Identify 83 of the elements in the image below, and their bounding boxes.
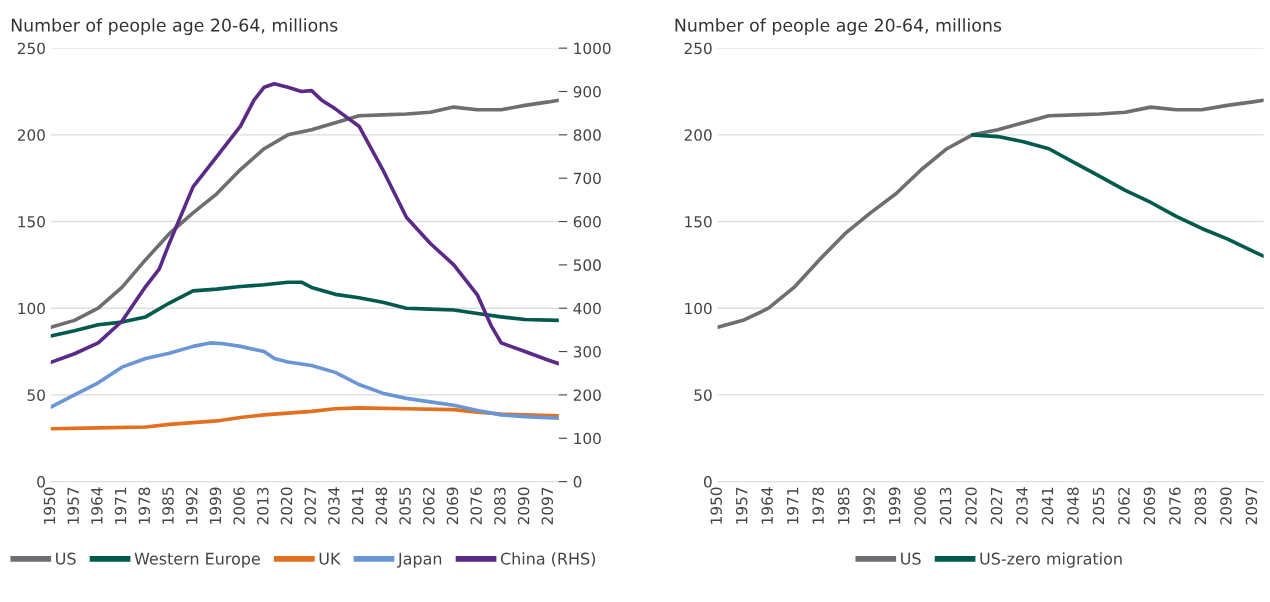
- line-series: [50, 280, 559, 338]
- chart-title: Number of people age 20-64, millions: [675, 18, 1002, 36]
- x-tick-label: 1978: [138, 487, 151, 524]
- y2-tick-label: 700: [573, 172, 601, 185]
- x-tick-label: 2013: [257, 487, 269, 525]
- y2-tick-label: 100: [574, 432, 601, 445]
- legend-label: US: [56, 552, 76, 565]
- x-tick-label: 2090: [1220, 487, 1232, 525]
- y-tick-label: 100: [18, 302, 45, 315]
- y2-tick-label: 400: [573, 302, 601, 315]
- x-tick-label: 2055: [399, 487, 411, 525]
- legend-label: Japan: [397, 552, 442, 568]
- x-tick-label: 1999: [209, 487, 222, 524]
- x-tick-label: 1999: [888, 487, 901, 524]
- y-tick-label: 250: [684, 42, 712, 55]
- x-tick-label: 2062: [1118, 487, 1130, 525]
- legend-label: China (RHS): [500, 552, 596, 567]
- y-tick-label: 200: [684, 129, 712, 141]
- x-tick-label: 2097: [541, 487, 554, 525]
- y-tick-label: 0: [703, 476, 712, 488]
- y-tick-label: 0: [37, 476, 45, 488]
- y2-tick-label: 1000: [574, 42, 611, 55]
- y-tick-label: 150: [685, 216, 712, 228]
- legend-label: UK: [319, 552, 341, 565]
- y-tick-label: 50: [27, 389, 45, 401]
- x-tick-label: 2083: [1194, 487, 1207, 525]
- x-tick-label: 1957: [67, 487, 79, 524]
- x-tick-label: 2083: [494, 487, 506, 525]
- x-tick-label: 2090: [517, 487, 530, 525]
- y2-tick-label: 500: [573, 259, 601, 271]
- line-series: [50, 406, 559, 431]
- line-series: [50, 341, 559, 421]
- y-tick-label: 150: [18, 216, 45, 228]
- x-tick-label: 1985: [837, 487, 850, 524]
- y2-tick-label: 900: [573, 85, 601, 98]
- y2-tick-label: 600: [573, 216, 601, 228]
- line-series: [50, 98, 559, 330]
- x-tick-label: 2062: [422, 487, 435, 525]
- x-tick-label: 1964: [91, 487, 103, 524]
- x-tick-label: 2020: [965, 487, 977, 525]
- y2-tick-label: 300: [573, 346, 601, 358]
- line-series: [717, 98, 1264, 330]
- line-series: [50, 81, 559, 366]
- x-tick-label: 2006: [914, 487, 926, 525]
- x-tick-label: 2055: [1092, 487, 1105, 525]
- y2-tick-label: 200: [573, 389, 601, 401]
- y2-tick-label: 0: [573, 476, 582, 488]
- x-tick-label: 1950: [43, 487, 56, 524]
- legend-label: US: [901, 552, 921, 565]
- y2-tick-label: 800: [573, 129, 601, 141]
- x-tick-label: 1964: [761, 487, 773, 524]
- legend-label: US-zero migration: [980, 552, 1122, 568]
- y-tick-label: 250: [17, 42, 45, 55]
- x-tick-label: 2076: [470, 487, 482, 525]
- x-tick-label: 1971: [786, 487, 799, 524]
- x-tick-label: 2020: [280, 487, 293, 525]
- x-tick-label: 2006: [233, 487, 245, 525]
- line-series: [970, 133, 1264, 259]
- x-tick-label: 1992: [863, 487, 875, 524]
- x-tick-label: 2013: [939, 487, 952, 525]
- x-tick-label: 1985: [162, 487, 174, 524]
- x-tick-label: 1957: [735, 487, 748, 524]
- x-tick-label: 2034: [1016, 487, 1028, 525]
- x-tick-label: 2041: [1041, 487, 1054, 525]
- x-tick-label: 2076: [1169, 487, 1181, 525]
- x-tick-label: 2034: [328, 487, 340, 525]
- y-tick-label: 100: [685, 302, 712, 315]
- chart-title: Number of people age 20-64, millions: [11, 18, 338, 36]
- x-tick-label: 1978: [812, 487, 824, 524]
- x-tick-label: 1992: [185, 487, 198, 524]
- y-tick-label: 200: [17, 129, 45, 141]
- x-tick-label: 1971: [114, 487, 127, 524]
- x-tick-label: 2027: [990, 487, 1003, 525]
- x-tick-label: 2048: [1067, 487, 1079, 525]
- x-tick-label: 2069: [1143, 487, 1156, 525]
- x-tick-label: 1950: [710, 487, 722, 524]
- x-tick-label: 2048: [375, 487, 388, 525]
- x-tick-label: 2069: [446, 487, 459, 525]
- y-tick-label: 50: [694, 389, 712, 401]
- x-tick-label: 2027: [304, 487, 317, 525]
- x-tick-label: 2041: [351, 487, 364, 525]
- legend-label: Western Europe: [134, 552, 260, 568]
- x-tick-label: 2097: [1245, 487, 1258, 525]
